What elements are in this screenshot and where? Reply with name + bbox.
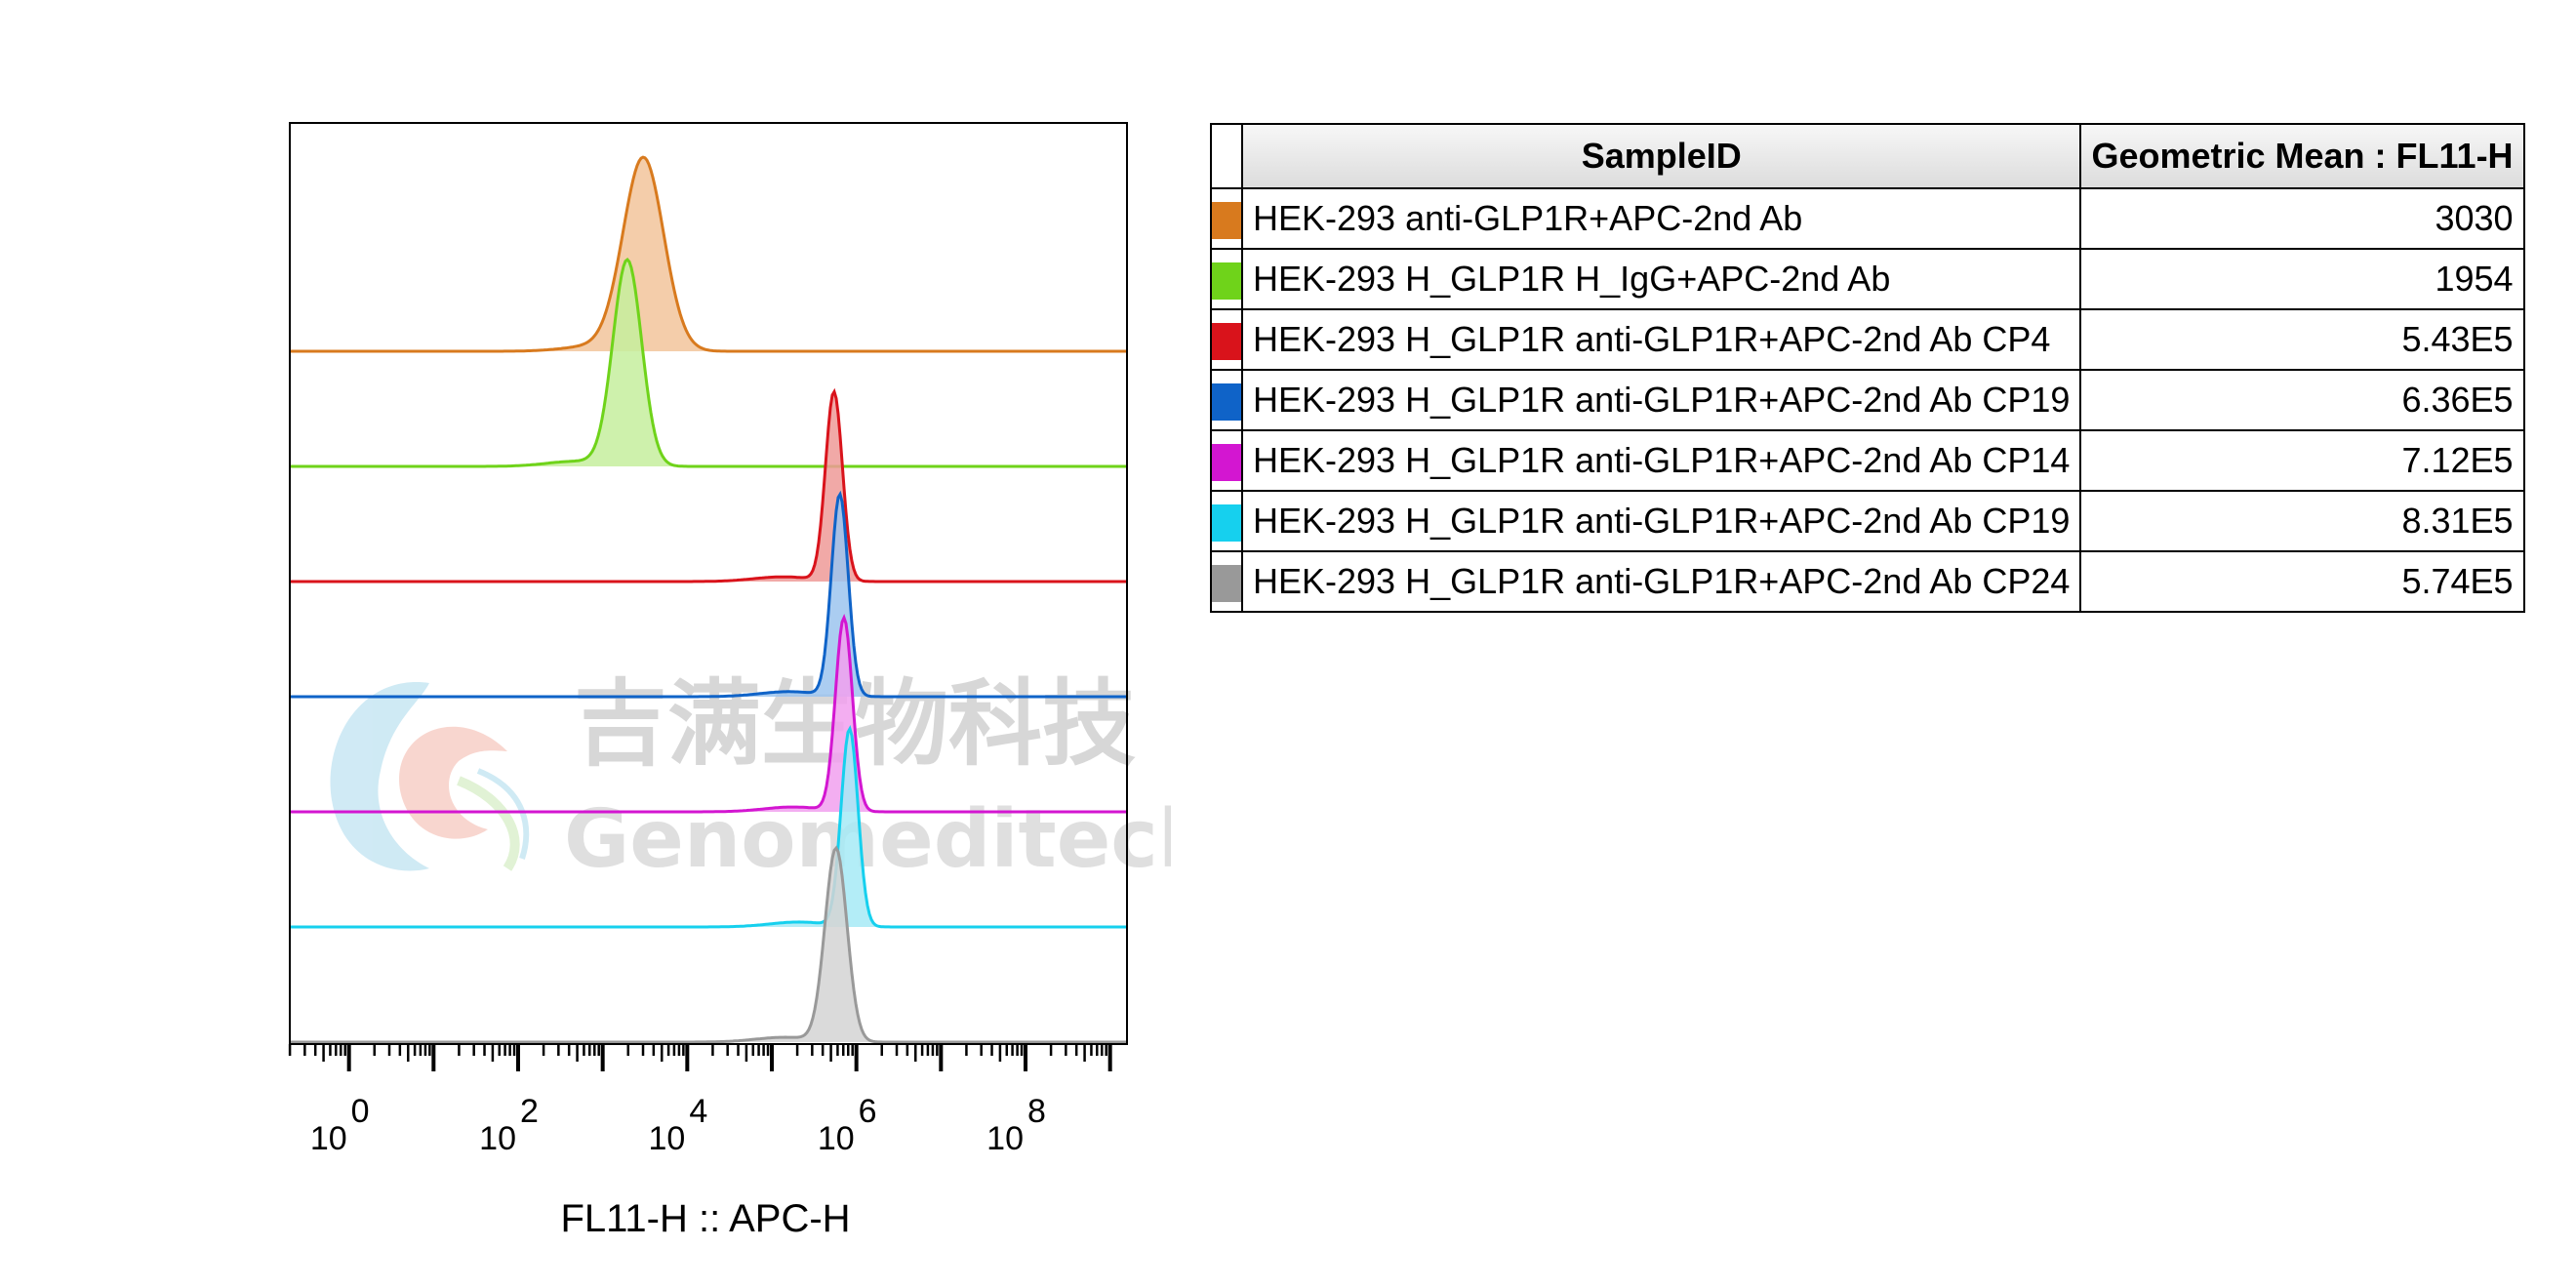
- legend-swatch-cell: [1210, 248, 1243, 310]
- x-axis-label: FL11-H :: APC-H: [560, 1197, 850, 1240]
- legend-color-swatch: [1212, 383, 1241, 422]
- legend-row: HEK-293 H_GLP1R anti-GLP1R+APC-2nd Ab CP…: [1210, 369, 2525, 431]
- plot-frame: [289, 122, 1128, 1045]
- tick-label-exponent: 8: [1027, 1093, 1046, 1130]
- legend-geomean-value: 5.43E5: [2079, 308, 2525, 371]
- legend-row: HEK-293 anti-GLP1R+APC-2nd Ab 3030: [1210, 187, 2525, 250]
- legend-geomean-value: 7.12E5: [2079, 429, 2525, 492]
- legend-header-swatch: [1210, 123, 1243, 189]
- legend-sample-name: HEK-293 anti-GLP1R+APC-2nd Ab: [1240, 187, 2082, 250]
- histogram-fill-3: [290, 391, 1127, 582]
- legend-row: HEK-293 H_GLP1R anti-GLP1R+APC-2nd Ab CP…: [1210, 308, 2525, 371]
- legend-swatch-cell: [1210, 369, 1243, 431]
- series-layer: [290, 155, 1127, 1044]
- tick-label-base: 10: [986, 1120, 1024, 1157]
- legend-geomean-value: 6.36E5: [2079, 369, 2525, 431]
- histogram-line-6: [290, 725, 1127, 929]
- legend-row: HEK-293 H_GLP1R anti-GLP1R+APC-2nd Ab CP…: [1210, 550, 2525, 613]
- legend-geomean-value: 5.74E5: [2079, 550, 2525, 613]
- tick-label-base: 10: [649, 1120, 686, 1157]
- histogram-line-4: [290, 490, 1127, 699]
- histogram-fill-1: [290, 157, 1127, 351]
- legend-swatch-cell: [1210, 187, 1243, 250]
- legend-geomean-value: 8.31E5: [2079, 490, 2525, 552]
- legend-row: HEK-293 H_GLP1R anti-GLP1R+APC-2nd Ab CP…: [1210, 490, 2525, 552]
- legend-color-swatch: [1212, 565, 1241, 603]
- legend-color-swatch: [1212, 262, 1241, 301]
- legend-sample-name: HEK-293 H_GLP1R anti-GLP1R+APC-2nd Ab CP…: [1240, 369, 2082, 431]
- legend-header-geomean: Geometric Mean : FL11-H: [2079, 123, 2525, 189]
- tick-label-base: 10: [310, 1120, 347, 1157]
- tick-label-exponent: 6: [859, 1093, 877, 1130]
- tick-label-exponent: 2: [520, 1093, 539, 1130]
- histogram-fill-2: [290, 260, 1127, 466]
- histogram-line-2: [290, 258, 1127, 468]
- legend-header-row: SampleID Geometric Mean : FL11-H: [1210, 123, 2525, 189]
- legend-sample-name: HEK-293 H_GLP1R anti-GLP1R+APC-2nd Ab CP…: [1240, 490, 2082, 552]
- legend-geomean-value: 1954: [2079, 248, 2525, 310]
- histogram-line-5: [290, 614, 1127, 814]
- legend-color-swatch: [1212, 323, 1241, 361]
- tick-label-exponent: 0: [351, 1093, 370, 1130]
- legend-swatch-cell: [1210, 429, 1243, 492]
- legend-sample-name: HEK-293 H_GLP1R H_IgG+APC-2nd Ab: [1240, 248, 2082, 310]
- histogram-line-3: [290, 387, 1127, 584]
- x-axis-ticks: [288, 1044, 1112, 1071]
- legend-row: HEK-293 H_GLP1R H_IgG+APC-2nd Ab 1954: [1210, 248, 2525, 310]
- legend-geomean-value: 3030: [2079, 187, 2525, 250]
- watermark: 吉满生物科技 Genomeditech: [330, 669, 1171, 886]
- tick-label-base: 10: [818, 1120, 855, 1157]
- tick-label-base: 10: [479, 1120, 516, 1157]
- tick-label-exponent: 4: [689, 1093, 707, 1130]
- legend-swatch-cell: [1210, 308, 1243, 371]
- legend-table: SampleID Geometric Mean : FL11-H HEK-293…: [1210, 123, 2525, 613]
- legend-swatch-cell: [1210, 550, 1243, 613]
- histogram-fill-4: [290, 494, 1127, 697]
- legend-color-swatch: [1212, 444, 1241, 482]
- legend-sample-name: HEK-293 H_GLP1R anti-GLP1R+APC-2nd Ab CP…: [1240, 550, 2082, 613]
- legend-swatch-cell: [1210, 490, 1243, 552]
- legend-color-swatch: [1212, 202, 1241, 240]
- histogram-line-7: [290, 845, 1127, 1044]
- legend-sample-name: HEK-293 H_GLP1R anti-GLP1R+APC-2nd Ab CP…: [1240, 429, 2082, 492]
- legend-sample-name: HEK-293 H_GLP1R anti-GLP1R+APC-2nd Ab CP…: [1240, 308, 2082, 371]
- histogram-line-1: [290, 155, 1127, 353]
- legend-header-sampleid: SampleID: [1240, 123, 2082, 189]
- legend-row: HEK-293 H_GLP1R anti-GLP1R+APC-2nd Ab CP…: [1210, 429, 2525, 492]
- watermark-logo-icon: [330, 682, 530, 871]
- legend-color-swatch: [1212, 504, 1241, 543]
